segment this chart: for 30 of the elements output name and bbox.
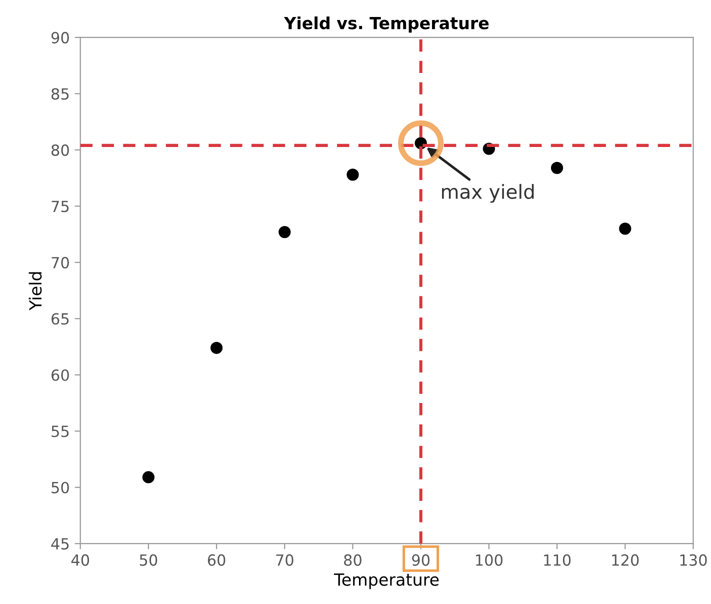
x-tick-label: 80 (344, 554, 362, 566)
point (210, 342, 223, 354)
x-tick-label: 60 (208, 554, 226, 566)
point (550, 162, 564, 174)
point (142, 471, 155, 484)
x-tick-label: 70 (276, 554, 294, 566)
x-tick-label: 120 (612, 554, 639, 566)
x-tick-label: 130 (680, 554, 707, 566)
y-tick-label: 85 (52, 88, 69, 100)
y-tick-label: 90 (51, 32, 69, 44)
y-tick-label: 75 (52, 200, 69, 212)
y-tick-label: 50 (52, 482, 69, 494)
point (346, 168, 359, 181)
chart-title: Yield vs. Temperature (284, 16, 489, 33)
x-tick-label: 100 (476, 554, 502, 566)
y-tick-label: 80 (52, 144, 69, 156)
x-tick-label: 90 (412, 554, 430, 566)
y-axis-title: Yield (28, 272, 42, 310)
x-tick-label: 40 (71, 554, 90, 566)
y-tick-label: 45 (51, 538, 69, 550)
point (619, 222, 632, 235)
x-tick-label: 110 (544, 554, 571, 566)
x-tick-label: 50 (140, 554, 158, 566)
point (278, 226, 291, 238)
annotation: max yield (442, 184, 534, 203)
y-tick-label: 70 (52, 256, 69, 268)
y-tick-label: 60 (52, 369, 69, 381)
y-tick-label: 65 (52, 313, 69, 325)
y-tick-label: 55 (52, 426, 69, 438)
x-axis-title: Temperature (334, 573, 439, 590)
